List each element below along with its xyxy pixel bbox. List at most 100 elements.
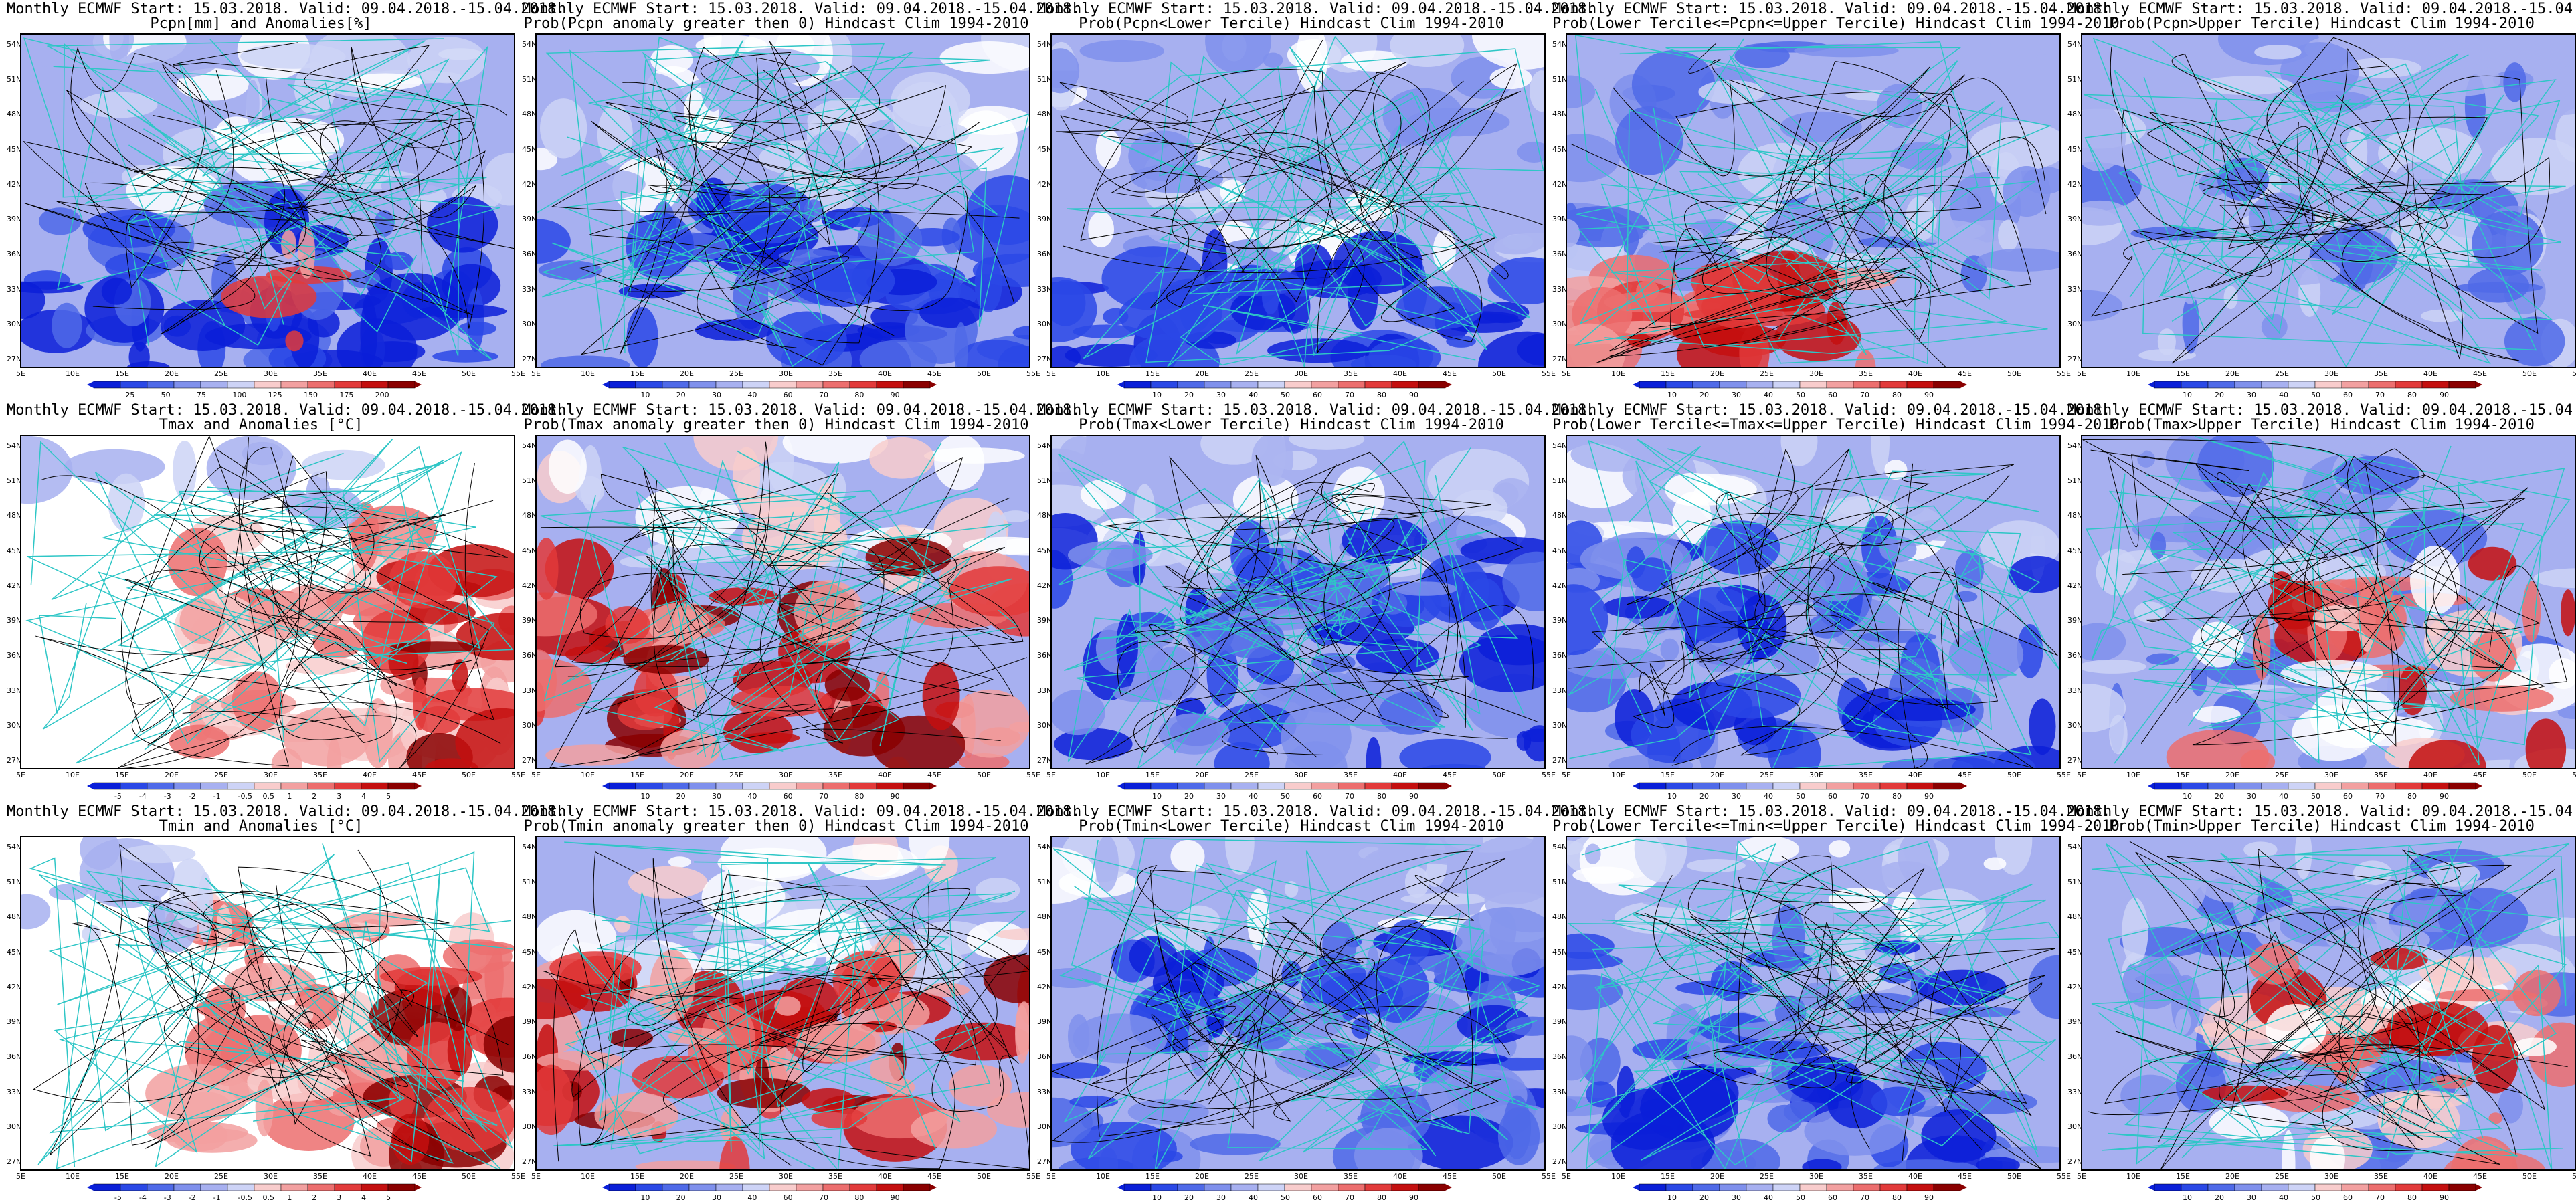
- shaded-area: [1651, 211, 1706, 225]
- longitude-label: 15E: [1145, 1172, 1160, 1181]
- colorbar-swatch: [1364, 1183, 1392, 1191]
- contour-line: [650, 480, 1024, 719]
- longitude-label: 20E: [165, 771, 179, 779]
- longitude-label: 5E: [531, 771, 541, 779]
- coastline: [1198, 447, 1471, 663]
- shaded-area: [1455, 906, 1544, 977]
- shaded-area: [482, 153, 514, 206]
- shaded-area: [911, 1109, 998, 1149]
- shaded-area: [1152, 1150, 1183, 1163]
- coastline: [29, 857, 454, 1167]
- contour-line: [2171, 54, 2520, 361]
- colorbar-swatch: [635, 782, 663, 790]
- shaded-area: [972, 253, 1029, 287]
- colorbar-tick-label: 40: [1249, 391, 1258, 399]
- longitude-label: 30E: [2324, 771, 2338, 779]
- shaded-area: [1734, 43, 1790, 68]
- shaded-area: [632, 1056, 725, 1099]
- latitude-label: 39N: [522, 1017, 537, 1027]
- latitude-label: 48N: [2067, 511, 2083, 520]
- shaded-area: [2109, 714, 2128, 755]
- shaded-area: [427, 196, 498, 253]
- colorbar-tick-label: -3: [163, 1193, 171, 1202]
- colorbar-swatch: [334, 381, 362, 389]
- shaded-area: [1524, 725, 1544, 762]
- shaded-area: [2427, 862, 2480, 887]
- colorbar-swatch: [1933, 782, 1961, 790]
- latitude-label: 39N: [7, 1017, 22, 1027]
- shaded-area: [2341, 58, 2421, 78]
- panel-title: Monthly ECMWF Start: 15.03.2018. Valid: …: [1037, 1, 1596, 17]
- contour-line: [541, 526, 994, 768]
- longitude-label: 40E: [363, 771, 377, 779]
- colorbar-right-arrow: [415, 783, 422, 789]
- colorbar-tick-label: 125: [268, 391, 282, 399]
- latitude-label: 39N: [2067, 215, 2083, 224]
- colorbar-right-arrow: [1445, 381, 1452, 388]
- shaded-area: [2201, 1085, 2288, 1102]
- shaded-area: [1567, 974, 1623, 1011]
- shaded-area: [2017, 624, 2043, 678]
- colorbar-tick-label: 20: [676, 1193, 686, 1202]
- colorbar-swatch: [769, 1183, 797, 1191]
- shaded-area: [1871, 436, 1890, 474]
- shaded-area: [255, 1079, 274, 1137]
- contour-line: [591, 116, 920, 348]
- latitude-label: 54N: [7, 40, 22, 49]
- shaded-area: [1052, 346, 1081, 367]
- forecast-map: [535, 33, 1030, 368]
- shaded-area: [811, 1108, 868, 1129]
- longitude-label: 40E: [1393, 771, 1407, 779]
- colorbar-tick-label: 50: [1796, 792, 1805, 801]
- shaded-area: [232, 671, 284, 732]
- forecast-map: [1566, 836, 2061, 1171]
- longitude-label: 50E: [977, 1172, 991, 1181]
- coastline: [1576, 41, 1979, 365]
- contour-line: [1738, 868, 1997, 1150]
- shaded-area: [1464, 577, 1504, 631]
- longitude-label: 55E: [2057, 369, 2071, 378]
- longitude-label: 10E: [1096, 369, 1110, 378]
- shaded-area: [483, 1015, 514, 1073]
- latitude-label: 30N: [522, 319, 537, 328]
- latitude-label: 51N: [1552, 878, 1568, 887]
- colorbar-swatch: [715, 381, 743, 389]
- colorbar-tick-label: 70: [1345, 391, 1354, 399]
- colorbar-swatch: [1123, 1183, 1152, 1191]
- shaded-area: [2191, 621, 2245, 668]
- colorbar-swatch: [635, 381, 663, 389]
- colorbar: [87, 381, 422, 389]
- colorbar-tick-label: 70: [819, 1193, 828, 1202]
- shaded-area: [983, 954, 1029, 1004]
- latitude-label: 33N: [1037, 1087, 1052, 1096]
- colorbar-tick-label: 60: [1313, 391, 1322, 399]
- coastline: [2114, 70, 2483, 334]
- coastline: [54, 851, 511, 1154]
- longitude-label: 20E: [2225, 369, 2239, 378]
- shaded-area: [1200, 436, 1268, 465]
- colorbar-tick-label: 80: [2407, 792, 2417, 801]
- colorbar: [602, 381, 937, 389]
- shaded-area: [1857, 54, 1930, 91]
- latitude-label: 54N: [7, 843, 22, 851]
- colorbar-tick-label: -4: [139, 1193, 147, 1202]
- longitude-label: 25E: [1245, 771, 1259, 779]
- colorbar-swatch: [1879, 782, 1908, 790]
- shaded-area: [939, 41, 1029, 74]
- longitude-label: 35E: [828, 771, 842, 779]
- coastline: [2092, 37, 2561, 333]
- contour-line: [33, 955, 509, 1149]
- shaded-area: [1471, 35, 1544, 70]
- latitude-label: 51N: [1037, 75, 1052, 84]
- colorbar-swatch: [361, 782, 389, 790]
- shaded-area: [857, 213, 923, 266]
- panel-title: Monthly ECMWF Start: 15.03.2018. Valid: …: [7, 402, 565, 419]
- shaded-area: [455, 708, 514, 768]
- shaded-area: [635, 1160, 736, 1169]
- contour-line: [589, 888, 1019, 1146]
- longitude-label: 15E: [1145, 771, 1160, 779]
- colorbar-tick-label: 200: [375, 391, 389, 399]
- coastline: [2098, 863, 2462, 1145]
- latitude-label: 30N: [2067, 319, 2083, 328]
- longitude-label: 50E: [462, 369, 476, 378]
